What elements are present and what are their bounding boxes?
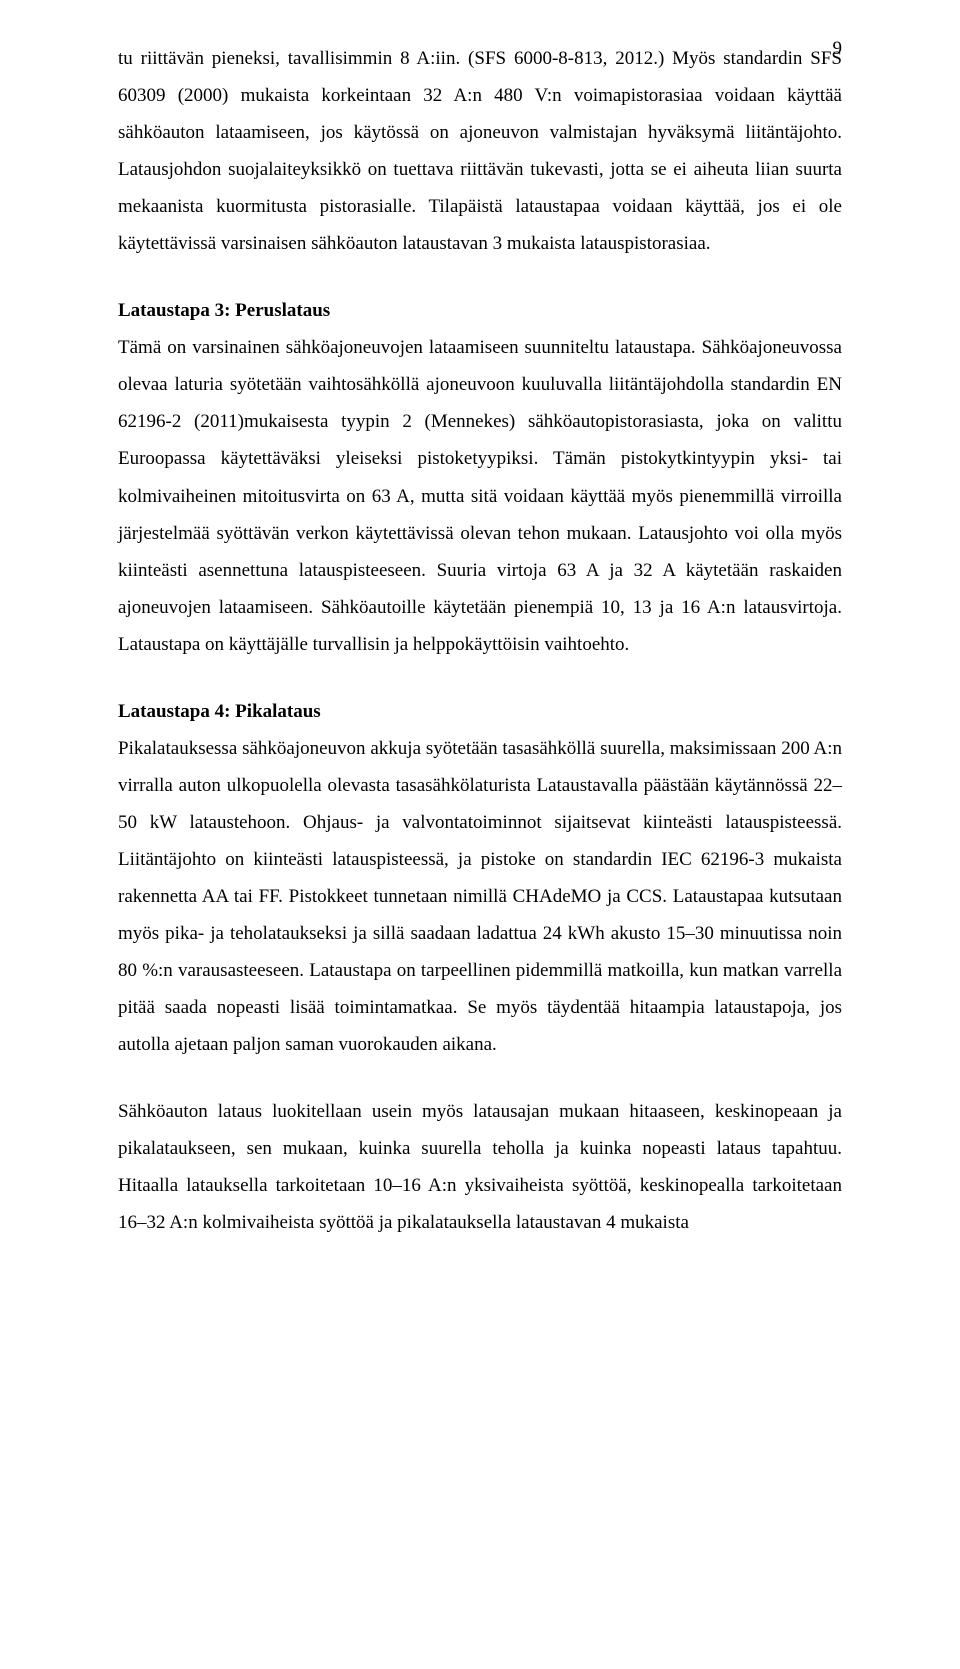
page-number: 9 xyxy=(833,38,843,60)
section-3-heading: Lataustapa 3: Peruslataus xyxy=(118,292,842,329)
closing-paragraph: Sähköauton lataus luokitellaan usein myö… xyxy=(118,1093,842,1241)
section-4-heading: Lataustapa 4: Pikalataus xyxy=(118,693,842,730)
section-4-body: Pikalatauksessa sähköajoneuvon akkuja sy… xyxy=(118,730,842,1063)
section-lataustapa-3: Lataustapa 3: Peruslataus Tämä on varsin… xyxy=(118,292,842,662)
document-page: 9 tu riittävän pieneksi, tavallisimmin 8… xyxy=(0,0,960,1669)
section-3-body: Tämä on varsinainen sähköajoneuvojen lat… xyxy=(118,329,842,662)
intro-paragraph: tu riittävän pieneksi, tavallisimmin 8 A… xyxy=(118,40,842,262)
section-lataustapa-4: Lataustapa 4: Pikalataus Pikalatauksessa… xyxy=(118,693,842,1063)
